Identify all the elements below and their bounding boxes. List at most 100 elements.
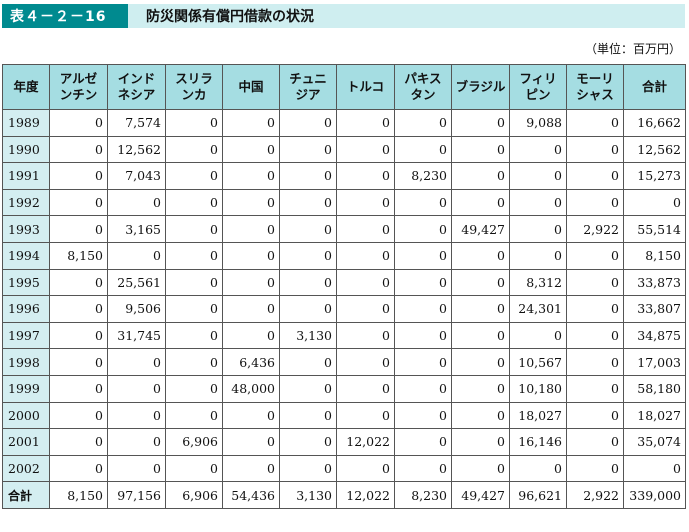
value-cell: 0 xyxy=(222,135,280,164)
column-header-line: トルコ xyxy=(346,79,385,95)
value-cell: 6,906 xyxy=(165,428,223,456)
value-cell: 0 xyxy=(336,295,395,323)
value-cell: 0 xyxy=(394,295,452,323)
value-cell: 0 xyxy=(336,109,395,137)
table-row: 2002 0 0 0 0 0 0 0 0 0 0 0 xyxy=(2,454,686,483)
value-cell: 0 xyxy=(394,109,452,137)
year-cell: 1994 xyxy=(2,241,50,270)
unit-note: （単位：百万円） xyxy=(584,42,681,56)
value-cell: 0 xyxy=(107,241,166,270)
year-cell: 1995 xyxy=(2,268,50,297)
value-cell: 18,027 xyxy=(509,401,567,430)
value-cell: 7,574 xyxy=(107,109,166,137)
value-cell: 0 xyxy=(566,162,624,190)
value-cell: 0 xyxy=(222,321,280,350)
value-cell: 97,156 xyxy=(107,481,166,509)
column-header: モーリ シャス xyxy=(566,64,624,110)
table-row: 1990 0 12,562 0 0 0 0 0 0 0 0 12,562 xyxy=(2,135,686,164)
value-cell: 10,567 xyxy=(509,348,567,376)
value-cell: 0 xyxy=(451,454,510,483)
year-cell: 1992 xyxy=(2,188,50,217)
value-cell: 0 xyxy=(566,268,624,297)
value-cell: 0 xyxy=(165,295,223,323)
value-cell: 0 xyxy=(394,428,452,456)
value-cell: 0 xyxy=(222,401,280,430)
column-header: チュニ ジア xyxy=(279,64,337,110)
value-cell: 0 xyxy=(165,401,223,430)
table-row: 1991 0 7,043 0 0 0 0 8,230 0 0 0 15,273 xyxy=(2,162,686,190)
year-cell: 1991 xyxy=(2,162,50,190)
column-header-line: パキス xyxy=(404,71,442,87)
value-cell: 49,427 xyxy=(451,215,510,243)
value-cell: 35,074 xyxy=(623,428,686,456)
value-cell: 9,088 xyxy=(509,109,567,137)
value-cell: 0 xyxy=(509,241,567,270)
value-cell: 0 xyxy=(394,454,452,483)
table-row: 2001 0 0 6,906 0 0 12,022 0 0 16,146 0 35,074 xyxy=(2,428,686,456)
year-cell: 1990 xyxy=(2,135,50,164)
value-cell: 0 xyxy=(451,241,510,270)
value-cell: 0 xyxy=(222,268,280,297)
column-header: フィリ ピン xyxy=(509,64,567,110)
value-cell: 16,662 xyxy=(623,109,686,137)
header-row: 年度 アルゼ ンチン インド ネシア スリラ ンカ 中国 チュニ ジア トルコ パキス タン ブラジル フィ… xyxy=(2,64,686,110)
value-cell: 0 xyxy=(49,454,108,483)
column-header: 中国 xyxy=(222,64,280,110)
value-cell: 0 xyxy=(566,109,624,137)
value-cell: 0 xyxy=(394,241,452,270)
value-cell: 0 xyxy=(222,162,280,190)
value-cell: 0 xyxy=(107,374,166,403)
value-cell: 0 xyxy=(336,241,395,270)
value-cell: 0 xyxy=(451,401,510,430)
year-cell: 1998 xyxy=(2,348,50,376)
column-header-line: 中国 xyxy=(238,79,264,95)
value-cell: 0 xyxy=(165,348,223,376)
value-cell: 0 xyxy=(451,135,510,164)
value-cell: 54,436 xyxy=(222,481,280,509)
value-cell: 0 xyxy=(49,268,108,297)
column-header: ブラジル xyxy=(451,64,510,110)
table-row: 1998 0 0 0 6,436 0 0 0 0 10,567 0 17,003 xyxy=(2,348,686,376)
value-cell: 96,621 xyxy=(509,481,567,509)
value-cell: 0 xyxy=(49,109,108,137)
value-cell: 0 xyxy=(222,241,280,270)
column-header-line: シャス xyxy=(576,87,614,102)
value-cell: 0 xyxy=(394,135,452,164)
value-cell: 0 xyxy=(451,295,510,323)
value-cell: 0 xyxy=(165,268,223,297)
value-cell: 0 xyxy=(49,348,108,376)
value-cell: 58,180 xyxy=(623,374,686,403)
value-cell: 31,745 xyxy=(107,321,166,350)
column-header-line: 合計 xyxy=(641,79,667,95)
value-cell: 0 xyxy=(107,401,166,430)
value-cell: 0 xyxy=(222,428,280,456)
year-cell: 2000 xyxy=(2,401,50,430)
value-cell: 0 xyxy=(279,215,337,243)
value-cell: 0 xyxy=(165,454,223,483)
value-cell: 2,922 xyxy=(566,215,624,243)
value-cell: 12,022 xyxy=(336,481,395,509)
value-cell: 0 xyxy=(336,454,395,483)
column-header-line: スリラ xyxy=(175,71,213,87)
column-header-line: 年度 xyxy=(13,79,39,95)
value-cell: 0 xyxy=(279,454,337,483)
value-cell: 0 xyxy=(451,188,510,217)
value-cell: 0 xyxy=(509,135,567,164)
value-cell: 8,230 xyxy=(394,481,452,509)
value-cell: 0 xyxy=(566,241,624,270)
year-cell: 1997 xyxy=(2,321,50,350)
table-title: 防災関係有償円借款の状況 xyxy=(128,4,685,28)
value-cell: 0 xyxy=(451,109,510,137)
title-bar: 表４－２－16 防災関係有償円借款の状況 xyxy=(2,4,685,28)
year-cell: 1999 xyxy=(2,374,50,403)
column-header: パキス タン xyxy=(394,64,452,110)
value-cell: 339,000 xyxy=(623,481,686,509)
value-cell: 0 xyxy=(279,348,337,376)
value-cell: 0 xyxy=(165,109,223,137)
value-cell: 0 xyxy=(49,135,108,164)
value-cell: 25,561 xyxy=(107,268,166,297)
value-cell: 0 xyxy=(165,321,223,350)
value-cell: 0 xyxy=(279,135,337,164)
value-cell: 0 xyxy=(336,162,395,190)
value-cell: 0 xyxy=(394,348,452,376)
